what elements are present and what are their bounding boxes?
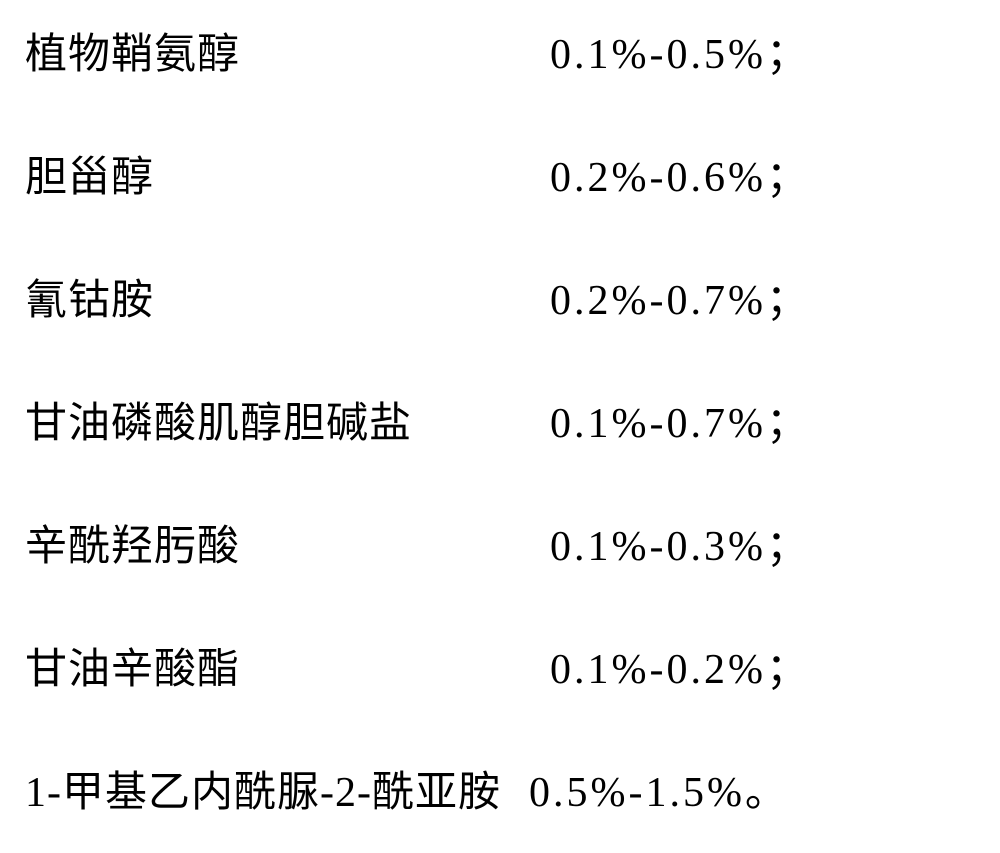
ingredient-value: 0.2%-0.6%； (550, 143, 811, 204)
ingredient-row: 甘油磷酸肌醇胆碱盐 0.1%-0.7%； (25, 389, 975, 450)
ingredient-label: 辛酰羟肟酸 (25, 512, 550, 573)
ingredient-label: 甘油磷酸肌醇胆碱盐 (25, 389, 550, 450)
ingredient-label: 胆甾醇 (25, 143, 550, 204)
ingredient-value: 0.1%-0.7%； (550, 389, 811, 450)
ingredient-row: 1-甲基乙内酰脲-2-酰亚胺 0.5%-1.5%。 (25, 758, 975, 819)
ingredient-value: 0.1%-0.3%； (550, 512, 811, 573)
ingredient-row: 氰钴胺 0.2%-0.7%； (25, 266, 975, 327)
ingredient-value: 0.5%-1.5%。 (529, 758, 790, 819)
ingredient-value: 0.1%-0.2%； (550, 635, 811, 696)
ingredient-label: 1-甲基乙内酰脲-2-酰亚胺 (25, 758, 501, 819)
ingredient-label: 氰钴胺 (25, 266, 550, 327)
ingredient-value: 0.2%-0.7%； (550, 266, 811, 327)
ingredient-label: 甘油辛酸酯 (25, 635, 550, 696)
ingredient-value: 0.1%-0.5%； (550, 20, 811, 81)
ingredient-row: 胆甾醇 0.2%-0.6%； (25, 143, 975, 204)
ingredient-row: 辛酰羟肟酸 0.1%-0.3%； (25, 512, 975, 573)
ingredient-row: 甘油辛酸酯 0.1%-0.2%； (25, 635, 975, 696)
ingredient-row: 植物鞘氨醇 0.1%-0.5%； (25, 20, 975, 81)
ingredient-label: 植物鞘氨醇 (25, 20, 550, 81)
